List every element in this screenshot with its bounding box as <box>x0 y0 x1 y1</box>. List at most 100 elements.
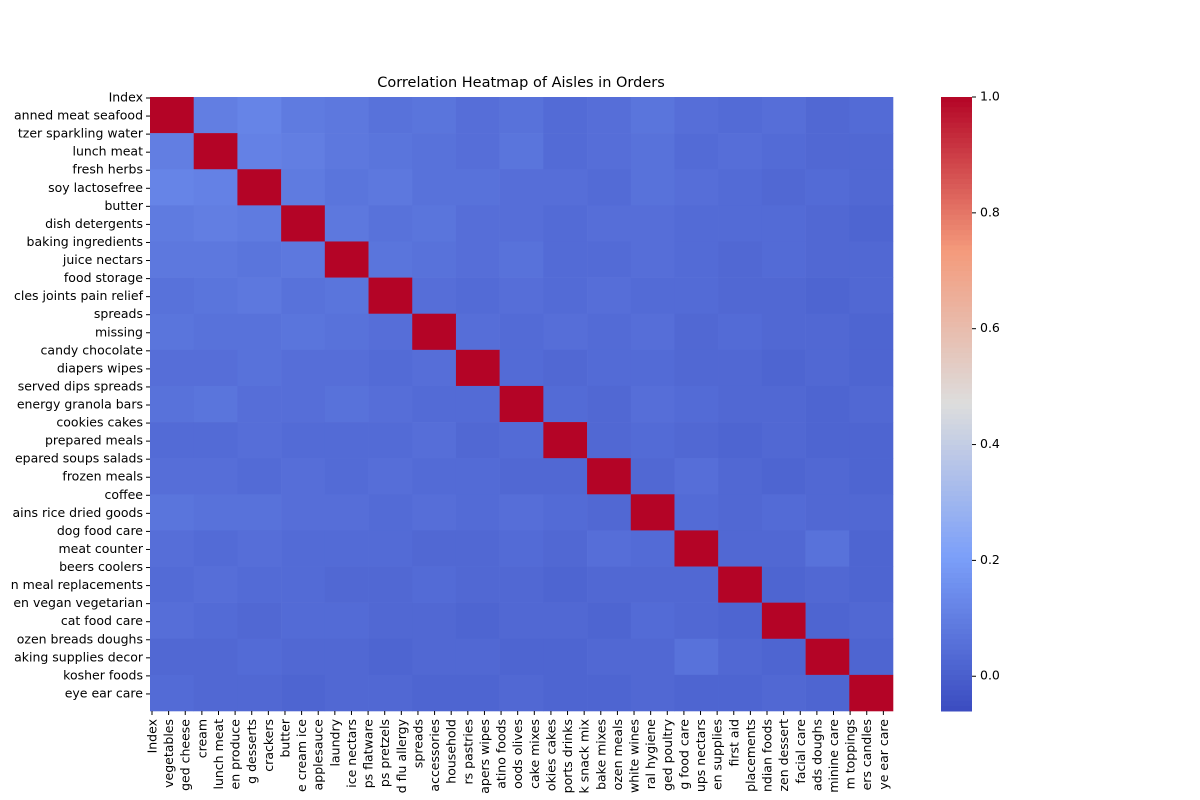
heat-cell <box>281 458 326 495</box>
heat-cell <box>674 133 719 170</box>
colorbar-segment <box>941 429 972 436</box>
colorbar-segment <box>941 593 972 599</box>
colorbar-segment <box>941 695 972 702</box>
heat-cell <box>587 494 632 531</box>
colorbar-segment <box>941 286 972 292</box>
colorbar-segment <box>941 516 972 523</box>
colorbar-segment <box>941 613 972 620</box>
heat-cell <box>455 97 500 134</box>
heat-cell <box>193 97 238 134</box>
heat-cell <box>849 422 894 459</box>
heat-cell <box>412 97 457 134</box>
heat-cell <box>543 205 588 242</box>
heat-cell <box>761 530 806 567</box>
heat-cell <box>674 422 719 459</box>
heat-cell <box>281 241 326 278</box>
heat-cell <box>237 97 282 134</box>
heat-cell <box>849 97 894 134</box>
heat-cell <box>805 385 850 423</box>
heat-cell <box>150 566 195 603</box>
heat-cell <box>630 133 675 170</box>
heat-cell <box>281 422 326 459</box>
colorbar-segment <box>941 531 972 538</box>
heat-cell <box>674 205 719 242</box>
heat-cell <box>150 241 195 278</box>
y-tick-label: dish detergents <box>45 216 143 231</box>
heat-cell <box>805 97 850 134</box>
y-tick-label: aking supplies decor <box>14 649 144 664</box>
colorbar-segment <box>941 598 972 605</box>
x-tick-label: white wines <box>627 719 642 793</box>
heat-cell <box>455 674 500 712</box>
colorbar-segment <box>941 634 972 640</box>
heat-cell <box>324 205 369 242</box>
heat-cell <box>368 349 413 387</box>
heat-cell <box>587 169 632 206</box>
x-tick-label: cream <box>194 719 209 758</box>
heat-cell <box>237 133 282 170</box>
heat-cell <box>368 385 413 423</box>
heat-cell <box>324 566 369 603</box>
heat-cell <box>499 349 544 387</box>
colorbar-tick-label: 0.8 <box>980 204 1000 219</box>
heat-cell <box>761 133 806 170</box>
colorbar-segment <box>941 562 972 569</box>
colorbar-segment <box>941 506 972 512</box>
colorbar-segment <box>941 398 972 405</box>
heat-cell <box>543 133 588 170</box>
heat-cell <box>543 349 588 387</box>
heat-cell <box>281 133 326 170</box>
x-tick-label: household <box>444 719 459 784</box>
heat-cell <box>237 638 282 676</box>
heat-cell <box>281 602 326 640</box>
colorbar-segment <box>941 393 972 400</box>
heat-cell <box>455 277 500 315</box>
colorbar-segment <box>941 270 972 277</box>
heat-cell <box>674 97 719 134</box>
y-tick-label: cat food care <box>61 613 143 628</box>
heat-cell <box>368 458 413 495</box>
x-tick-label: ports drinks <box>560 719 575 793</box>
x-tick-label: rs pastries <box>460 719 475 784</box>
heat-cell <box>718 494 763 531</box>
colorbar-segment <box>941 143 972 149</box>
colorbar-segment <box>941 675 972 681</box>
y-tick-label: baking ingredients <box>27 234 143 249</box>
heat-cell <box>150 674 195 712</box>
heat-cell <box>543 422 588 459</box>
colorbar-segment <box>941 624 972 630</box>
x-tick-label: d flu allergy <box>394 718 409 793</box>
heat-cell <box>150 422 195 459</box>
colorbar-segment <box>941 276 972 282</box>
colorbar-tick-label: 0.2 <box>980 552 1000 567</box>
colorbar-segment <box>941 547 972 553</box>
heat-cell <box>499 674 544 712</box>
y-tick-label: anned meat seafood <box>14 108 143 123</box>
heat-cell <box>630 241 675 278</box>
x-tick-label: laundry <box>327 718 342 766</box>
heat-cell <box>805 494 850 531</box>
heat-cell <box>455 241 500 278</box>
heat-cell <box>368 638 413 676</box>
heat-cell <box>281 530 326 567</box>
heat-cell <box>281 566 326 603</box>
heat-cell <box>805 638 850 676</box>
heat-cell <box>368 422 413 459</box>
colorbar-segment <box>941 577 972 584</box>
heat-cell <box>761 385 806 423</box>
heat-cell <box>193 133 238 170</box>
y-tick-label: energy granola bars <box>17 397 143 412</box>
y-tick-label: food storage <box>64 270 143 285</box>
colorbar-segment <box>941 260 972 267</box>
heat-cell <box>281 277 326 315</box>
heat-cell <box>324 638 369 676</box>
heat-cell <box>324 530 369 567</box>
y-tick-label: cles joints pain relief <box>14 288 144 303</box>
heat-cell <box>499 458 544 495</box>
heat-cell <box>805 133 850 170</box>
heat-cell <box>543 241 588 278</box>
heat-cell <box>368 241 413 278</box>
heat-cell <box>587 602 632 640</box>
x-tick-label: ups nectars <box>693 719 708 792</box>
